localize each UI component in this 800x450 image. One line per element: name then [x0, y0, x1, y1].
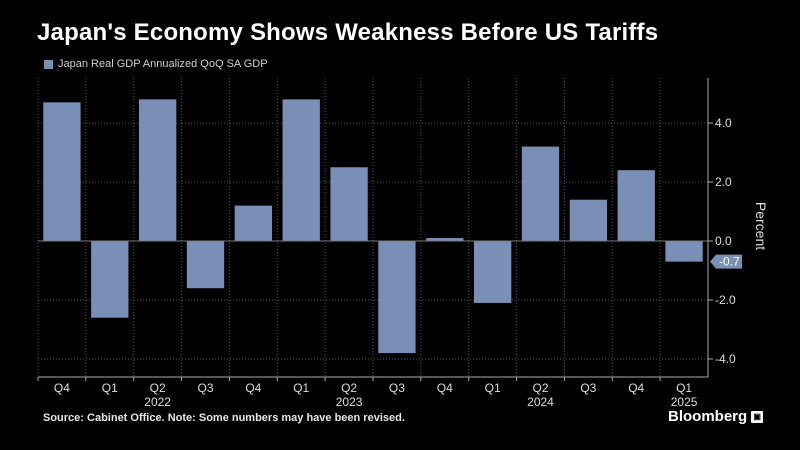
- latest-value-marker: [710, 254, 742, 269]
- legend-swatch: [44, 59, 53, 69]
- y-tick-label: 2.0: [715, 175, 732, 189]
- bar-6: [330, 167, 368, 241]
- x-tick-label: Q1: [485, 381, 501, 395]
- x-tick-label: Q4: [245, 381, 261, 395]
- bar-4: [234, 205, 273, 241]
- x-tick-label: Q1: [676, 381, 692, 395]
- x-year-label: 2023: [336, 395, 363, 409]
- bar-0: [43, 102, 81, 241]
- bar-12: [617, 170, 655, 241]
- bar-11: [569, 199, 608, 241]
- x-tick-label: Q4: [437, 381, 453, 395]
- terminal-icon: ▣: [751, 410, 764, 423]
- bloomberg-logo: Bloomberg ▣: [668, 408, 764, 425]
- legend: Japan Real GDP Annualized QoQ SA GDP: [44, 58, 268, 70]
- x-year-label: 2025: [671, 395, 698, 409]
- bar-1: [91, 241, 129, 318]
- y-tick-label: -2.0: [715, 293, 736, 307]
- y-tick-label: 4.0: [715, 116, 732, 130]
- bar-2: [138, 99, 177, 242]
- x-tick-label: Q2: [150, 381, 166, 395]
- source-note: Source: Cabinet Office. Note: Some numbe…: [43, 412, 405, 424]
- y-tick-label: 0.0: [715, 234, 732, 248]
- x-year-label: 2022: [144, 395, 171, 409]
- x-tick-label: Q1: [102, 381, 118, 395]
- y-tick-label: -4.0: [715, 352, 736, 366]
- bar-3: [186, 241, 225, 289]
- x-tick-label: Q4: [54, 381, 70, 395]
- chart-title: Japan's Economy Shows Weakness Before US…: [37, 19, 659, 46]
- x-tick-label: Q3: [389, 381, 405, 395]
- x-tick-label: Q2: [532, 381, 548, 395]
- x-tick-label: Q2: [341, 381, 357, 395]
- bar-9: [473, 241, 512, 303]
- bar-7: [378, 241, 416, 354]
- x-tick-label: Q4: [628, 381, 644, 395]
- brand-name: Bloomberg: [668, 408, 748, 425]
- x-tick-label: Q1: [293, 381, 309, 395]
- x-year-label: 2024: [527, 395, 554, 409]
- legend-label: Japan Real GDP Annualized QoQ SA GDP: [58, 58, 268, 70]
- bar-8: [426, 238, 464, 241]
- bar-5: [282, 99, 320, 242]
- y-axis-title: Percent: [753, 202, 769, 250]
- bar-10: [521, 146, 560, 241]
- x-tick-label: Q3: [580, 381, 596, 395]
- latest-value-label: -0.7: [719, 255, 740, 269]
- x-tick-label: Q3: [197, 381, 213, 395]
- bar-13: [665, 241, 703, 262]
